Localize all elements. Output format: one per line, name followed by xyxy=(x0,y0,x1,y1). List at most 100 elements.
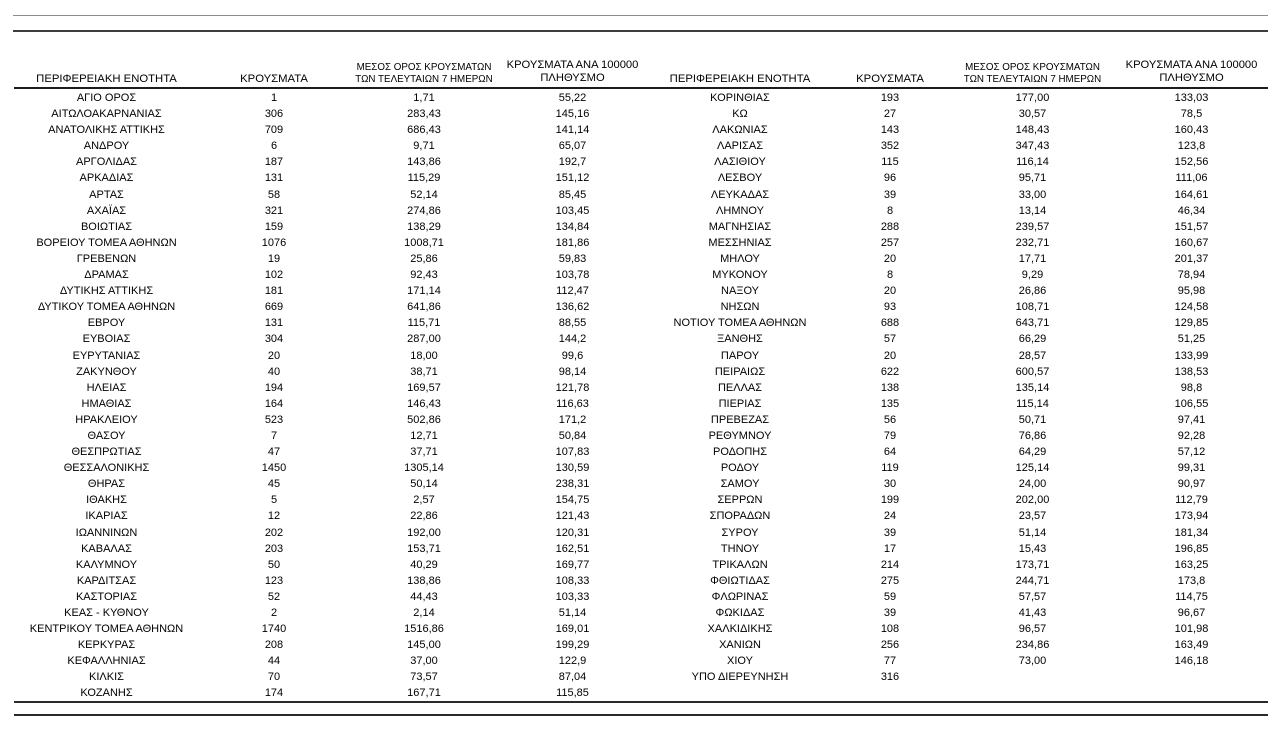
per100k-cell: 115,85 xyxy=(556,687,589,700)
region-cell: ΑΡΤΑΣ xyxy=(89,188,124,201)
table-row: ΥΠΟ ΔΙΕΡΕΥΝΗΣΗ 316 xyxy=(650,669,1268,685)
cases-cell: 52 xyxy=(267,590,281,603)
cases-cell: 59 xyxy=(883,590,897,603)
per100k-cell: 121,43 xyxy=(555,510,590,523)
table-row: ΚΟΡΙΝΘΙΑΣ 193 177,00 133,03 xyxy=(650,90,1268,106)
avg7-cell: 64,29 xyxy=(1018,446,1047,459)
cases-cell: 44 xyxy=(267,655,281,668)
cases-cell: 24 xyxy=(883,510,897,523)
table-row: ΛΕΣΒΟΥ 96 95,71 111,06 xyxy=(650,170,1268,186)
page-bottom-rule xyxy=(14,714,1268,716)
cases-cell: 64 xyxy=(883,446,897,459)
header-underline xyxy=(14,87,1268,89)
avg7-cell: 138,86 xyxy=(407,574,441,587)
cases-cell: 50 xyxy=(267,558,281,571)
region-cell: ΚΑΣΤΟΡΙΑΣ xyxy=(75,590,138,603)
avg7-cell: 52,14 xyxy=(410,188,438,201)
table-row: ΕΥΒΟΙΑΣ 304 287,00 144,2 xyxy=(14,331,646,347)
avg7-cell: 145,00 xyxy=(407,639,441,652)
cases-cell: 40 xyxy=(267,365,281,378)
region-cell: ΝΗΣΩΝ xyxy=(720,301,760,314)
column-header-region: ΠΕΡΙΦΕΡΕΙΑΚΗ ΕΝΟΤΗΤΑ xyxy=(669,73,811,85)
avg7-cell: 202,00 xyxy=(1015,494,1050,507)
table-left-body: ΑΓΙΟ ΟΡΟΣ 1 1,71 55,22 ΑΙΤΩΛΟΑΚΑΡΝΑΝΙΑΣ … xyxy=(14,90,646,702)
cases-cell: 115 xyxy=(881,156,899,169)
region-cell: ΣΕΡΡΩΝ xyxy=(717,494,763,507)
cases-cell: 96 xyxy=(883,172,897,185)
avg7-cell: 600,57 xyxy=(1015,365,1050,378)
cases-cell: 1450 xyxy=(261,462,287,475)
per100k-cell: 112,79 xyxy=(1175,494,1208,507)
avg7-cell: 1008,71 xyxy=(404,236,444,249)
cases-cell: 12 xyxy=(267,510,281,523)
cases-cell: 119 xyxy=(881,462,899,475)
cases-cell: 193 xyxy=(880,92,900,104)
table-row: ΧΙΟΥ 77 73,00 146,18 xyxy=(650,653,1268,669)
table-row: ΒΟΡΕΙΟΥ ΤΟΜΕΑ ΑΘΗΝΩΝ 1076 1008,71 181,86 xyxy=(14,235,646,251)
table-row: ΚΑΡΔΙΤΣΑΣ 123 138,86 108,33 xyxy=(14,573,646,589)
table-row: ΝΗΣΩΝ 93 108,71 124,58 xyxy=(650,299,1268,315)
table-row: ΘΑΣΟΥ 7 12,71 50,84 xyxy=(14,428,646,444)
region-cell: ΕΥΒΟΙΑΣ xyxy=(82,333,131,346)
avg7-cell: 171,14 xyxy=(407,285,441,298)
per100k-cell: 51,25 xyxy=(1177,333,1206,346)
table-row: ΜΕΣΣΗΝΙΑΣ 257 232,71 160,67 xyxy=(650,235,1268,251)
region-cell: ΕΥΡΥΤΑΝΙΑΣ xyxy=(72,349,141,362)
avg7-cell: 38,71 xyxy=(410,365,438,378)
per100k-cell: 138,53 xyxy=(1174,365,1209,378)
avg7-cell: 1516,86 xyxy=(404,623,444,636)
avg7-cell: 12,71 xyxy=(410,429,438,442)
region-cell: ΘΑΣΟΥ xyxy=(87,429,126,442)
per100k-cell: 112,47 xyxy=(556,285,589,298)
table-row: ΣΑΜΟΥ 30 24,00 90,97 xyxy=(650,476,1268,492)
table-row: ΑΝΑΤΟΛΙΚΗΣ ΑΤΤΙΚΗΣ 709 686,43 141,14 xyxy=(14,122,646,138)
table-row: ΙΩΑΝΝΙΝΩΝ 202 192,00 120,31 xyxy=(14,525,646,541)
table-row: ΚΑΒΑΛΑΣ 203 153,71 162,51 xyxy=(14,541,646,557)
per100k-cell: 107,83 xyxy=(555,446,590,459)
avg7-cell: 50,14 xyxy=(410,478,438,491)
cases-cell: 6 xyxy=(270,140,278,153)
avg7-cell: 73,57 xyxy=(410,671,438,684)
cases-cell: 523 xyxy=(264,413,284,426)
table-row: ΚΕΝΤΡΙΚΟΥ ΤΟΜΕΑ ΑΘΗΝΩΝ 1740 1516,86 169,… xyxy=(14,621,646,637)
avg7-cell: 643,71 xyxy=(1015,317,1050,330)
table-row: ΘΕΣΣΑΛΟΝΙΚΗΣ 1450 1305,14 130,59 xyxy=(14,460,646,476)
cases-table-left: ΠΕΡΙΦΕΡΕΙΑΚΗ ΕΝΟΤΗΤΑ ΚΡΟΥΣΜΑΤΑ ΜΕΣΟΣ ΟΡΟ… xyxy=(14,53,646,702)
per100k-cell: 192,7 xyxy=(558,156,587,169)
avg7-cell: 138,29 xyxy=(407,220,441,233)
region-cell: ΚΙΛΚΙΣ xyxy=(89,671,124,684)
region-cell: ΖΑΚΥΝΘΟΥ xyxy=(76,365,137,378)
table-row: ΠΑΡΟΥ 20 28,57 133,99 xyxy=(650,348,1268,364)
region-cell: ΚΑΒΑΛΑΣ xyxy=(81,542,132,555)
table-bottom-rule xyxy=(14,701,1268,703)
avg7-cell: 192,00 xyxy=(407,526,441,539)
avg7-cell: 347,43 xyxy=(1015,140,1050,153)
per100k-cell: 171,2 xyxy=(558,413,587,426)
region-cell: ΠΡΕΒΕΖΑΣ xyxy=(710,413,770,426)
region-cell: ΞΑΝΘΗΣ xyxy=(717,333,763,346)
table-row: ΑΝΔΡΟΥ 6 9,71 65,07 xyxy=(14,138,646,154)
region-cell: ΘΕΣΣΑΛΟΝΙΚΗΣ xyxy=(63,462,150,475)
region-cell: ΣΠΟΡΑΔΩΝ xyxy=(709,510,771,523)
avg7-cell: 26,86 xyxy=(1018,285,1047,298)
per100k-cell: 134,84 xyxy=(555,220,590,233)
table-right-header-row: ΠΕΡΙΦΕΡΕΙΑΚΗ ΕΝΟΤΗΤΑ ΚΡΟΥΣΜΑΤΑ ΜΕΣΟΣ ΟΡΟ… xyxy=(650,53,1268,87)
per100k-cell: 87,04 xyxy=(558,671,587,684)
avg7-cell: 244,71 xyxy=(1015,574,1050,587)
per100k-cell: 145,16 xyxy=(555,108,590,121)
region-cell: ΑΡΓΟΛΙΔΑΣ xyxy=(76,156,137,169)
region-cell: ΚΕΡΚΥΡΑΣ xyxy=(77,639,136,652)
table-row: ΚΕΡΚΥΡΑΣ 208 145,00 199,29 xyxy=(14,637,646,653)
cases-cell: 20 xyxy=(267,349,281,362)
table-row: ΙΚΑΡΙΑΣ 12 22,86 121,43 xyxy=(14,508,646,524)
per100k-cell: 121,78 xyxy=(555,381,590,394)
per100k-cell: 111,06 xyxy=(1175,172,1208,185)
region-cell: ΝΑΞΟΥ xyxy=(721,285,759,298)
region-cell: ΤΡΙΚΑΛΩΝ xyxy=(712,558,768,571)
avg7-cell: 50,71 xyxy=(1018,413,1047,426)
avg7-cell: 1,71 xyxy=(413,92,435,104)
table-row: ΜΥΚΟΝΟΥ 8 9,29 78,94 xyxy=(650,267,1268,283)
region-cell: ΕΒΡΟΥ xyxy=(87,317,126,330)
table-row: ΚΙΛΚΙΣ 70 73,57 87,04 xyxy=(14,669,646,685)
